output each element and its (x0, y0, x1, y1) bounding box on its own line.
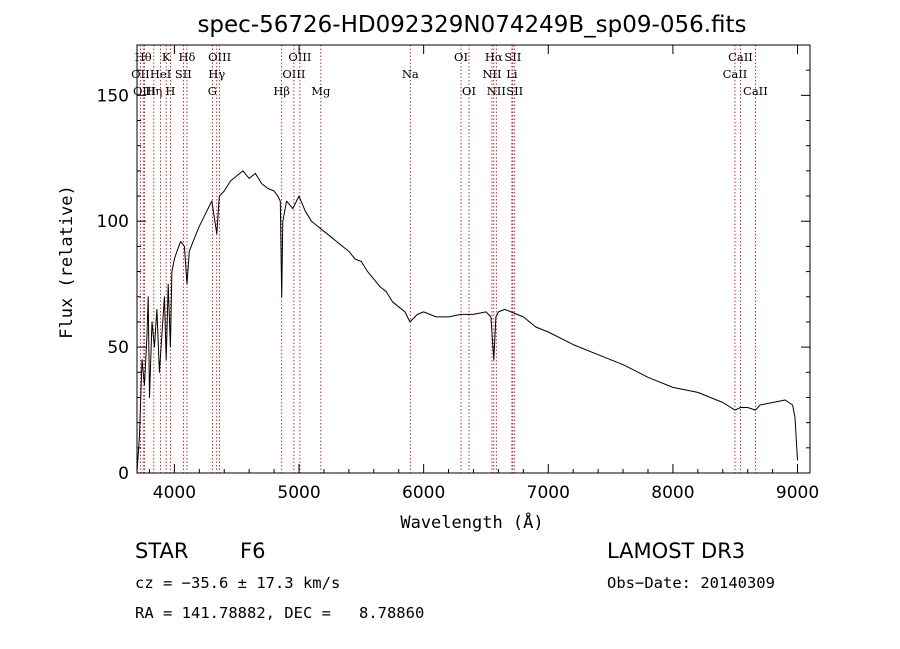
line-label-15: Mg (311, 84, 331, 98)
series-spectrum (136, 170, 798, 474)
line-label-3: Hη (145, 84, 162, 98)
line-label-11: OIII (208, 50, 231, 64)
x-tick-label-4: 8000 (651, 483, 694, 503)
y-tick-label-0: 0 (118, 464, 129, 484)
line-label-7: SII (175, 67, 192, 81)
chart-title: spec-56726-HD092329N074249B_sp09-056.fit… (197, 12, 746, 38)
line-label-12: Hβ (273, 84, 290, 98)
x-tick-label-3: 7000 (527, 483, 570, 503)
y-tick-label-2: 100 (97, 212, 129, 232)
line-label-18: OI (462, 84, 476, 98)
line-label-20: Hα (485, 50, 503, 64)
redshift-info: cz = −35.6 ± 17.3 km/s (135, 574, 341, 592)
line-label-2: OIII (133, 84, 156, 98)
x-tick-label-1: 5000 (277, 483, 320, 503)
line-label-25: CaII (723, 67, 748, 81)
x-tick-label-0: 4000 (153, 483, 196, 503)
line-label-21: NII (487, 84, 506, 98)
series-lines (136, 170, 798, 474)
survey-name: LAMOST DR3 (607, 539, 746, 563)
axis-ticks: 4000 5000 6000 7000 8000 9000 0 50 100 150 (97, 45, 819, 503)
line-label-19: NII (482, 67, 501, 81)
object-subclass: F6 (240, 539, 266, 563)
y-tick-label-3: 150 (97, 86, 129, 106)
object-class: STAR (135, 539, 189, 563)
line-label-13: OIII (282, 67, 305, 81)
line-label-9: G (208, 84, 217, 98)
line-label-8: Hδ (178, 50, 195, 64)
line-label-0: Hθ (135, 50, 152, 64)
x-tick-label-2: 6000 (402, 483, 445, 503)
line-label-16: Na (402, 67, 419, 81)
observation-date: Obs−Date: 20140309 (607, 574, 775, 592)
x-axis-label: Wavelength (Å) (400, 511, 543, 533)
line-label-27: CaII (743, 84, 768, 98)
line-label-14: OIII (288, 50, 311, 64)
line-label-10: Hγ (208, 67, 225, 81)
line-label-17: OI (454, 50, 468, 64)
line-label-26: CaII (728, 50, 753, 64)
line-label-1: OII (131, 67, 150, 81)
y-tick-label-1: 50 (107, 338, 129, 358)
coordinates-info: RA = 141.78882, DEC = 8.78860 (135, 604, 425, 622)
line-label-5: H (165, 84, 175, 98)
y-axis-label: Flux (relative) (57, 185, 77, 339)
line-label-24: SII (506, 84, 523, 98)
x-tick-label-5: 9000 (776, 483, 819, 503)
line-label-6: HeI (150, 67, 171, 81)
line-label-4: K (162, 50, 171, 64)
line-label-23: Li (506, 67, 518, 81)
line-label-22: SII (504, 50, 521, 64)
plot-frame (136, 44, 811, 474)
